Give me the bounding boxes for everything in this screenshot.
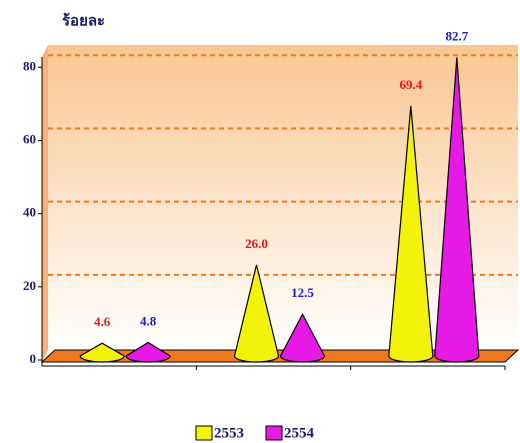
cone [388, 106, 434, 363]
legend-label: 2553 [214, 425, 244, 441]
legend-label: 2554 [284, 425, 315, 441]
cone [434, 57, 480, 363]
cone [125, 341, 171, 363]
legend-swatch [265, 425, 283, 441]
cone [233, 264, 280, 363]
y-tick-label: 40 [23, 205, 36, 220]
y-tick-label: 60 [23, 131, 36, 146]
data-label: 69.4 [399, 77, 422, 92]
data-label: 12.5 [291, 285, 314, 300]
side-wall [42, 45, 48, 362]
legend-swatch [195, 425, 213, 441]
y-tick-label: 0 [30, 351, 37, 366]
data-label: 4.8 [140, 313, 157, 328]
cone [279, 312, 326, 363]
cone [79, 342, 125, 363]
data-label: 4.6 [94, 314, 111, 329]
data-label: 26.0 [245, 236, 268, 251]
y-tick-label: 20 [23, 278, 36, 293]
y-axis-label: ร้อยละ [62, 12, 105, 29]
y-tick-label: 80 [23, 58, 36, 73]
data-label: 82.7 [445, 28, 468, 43]
